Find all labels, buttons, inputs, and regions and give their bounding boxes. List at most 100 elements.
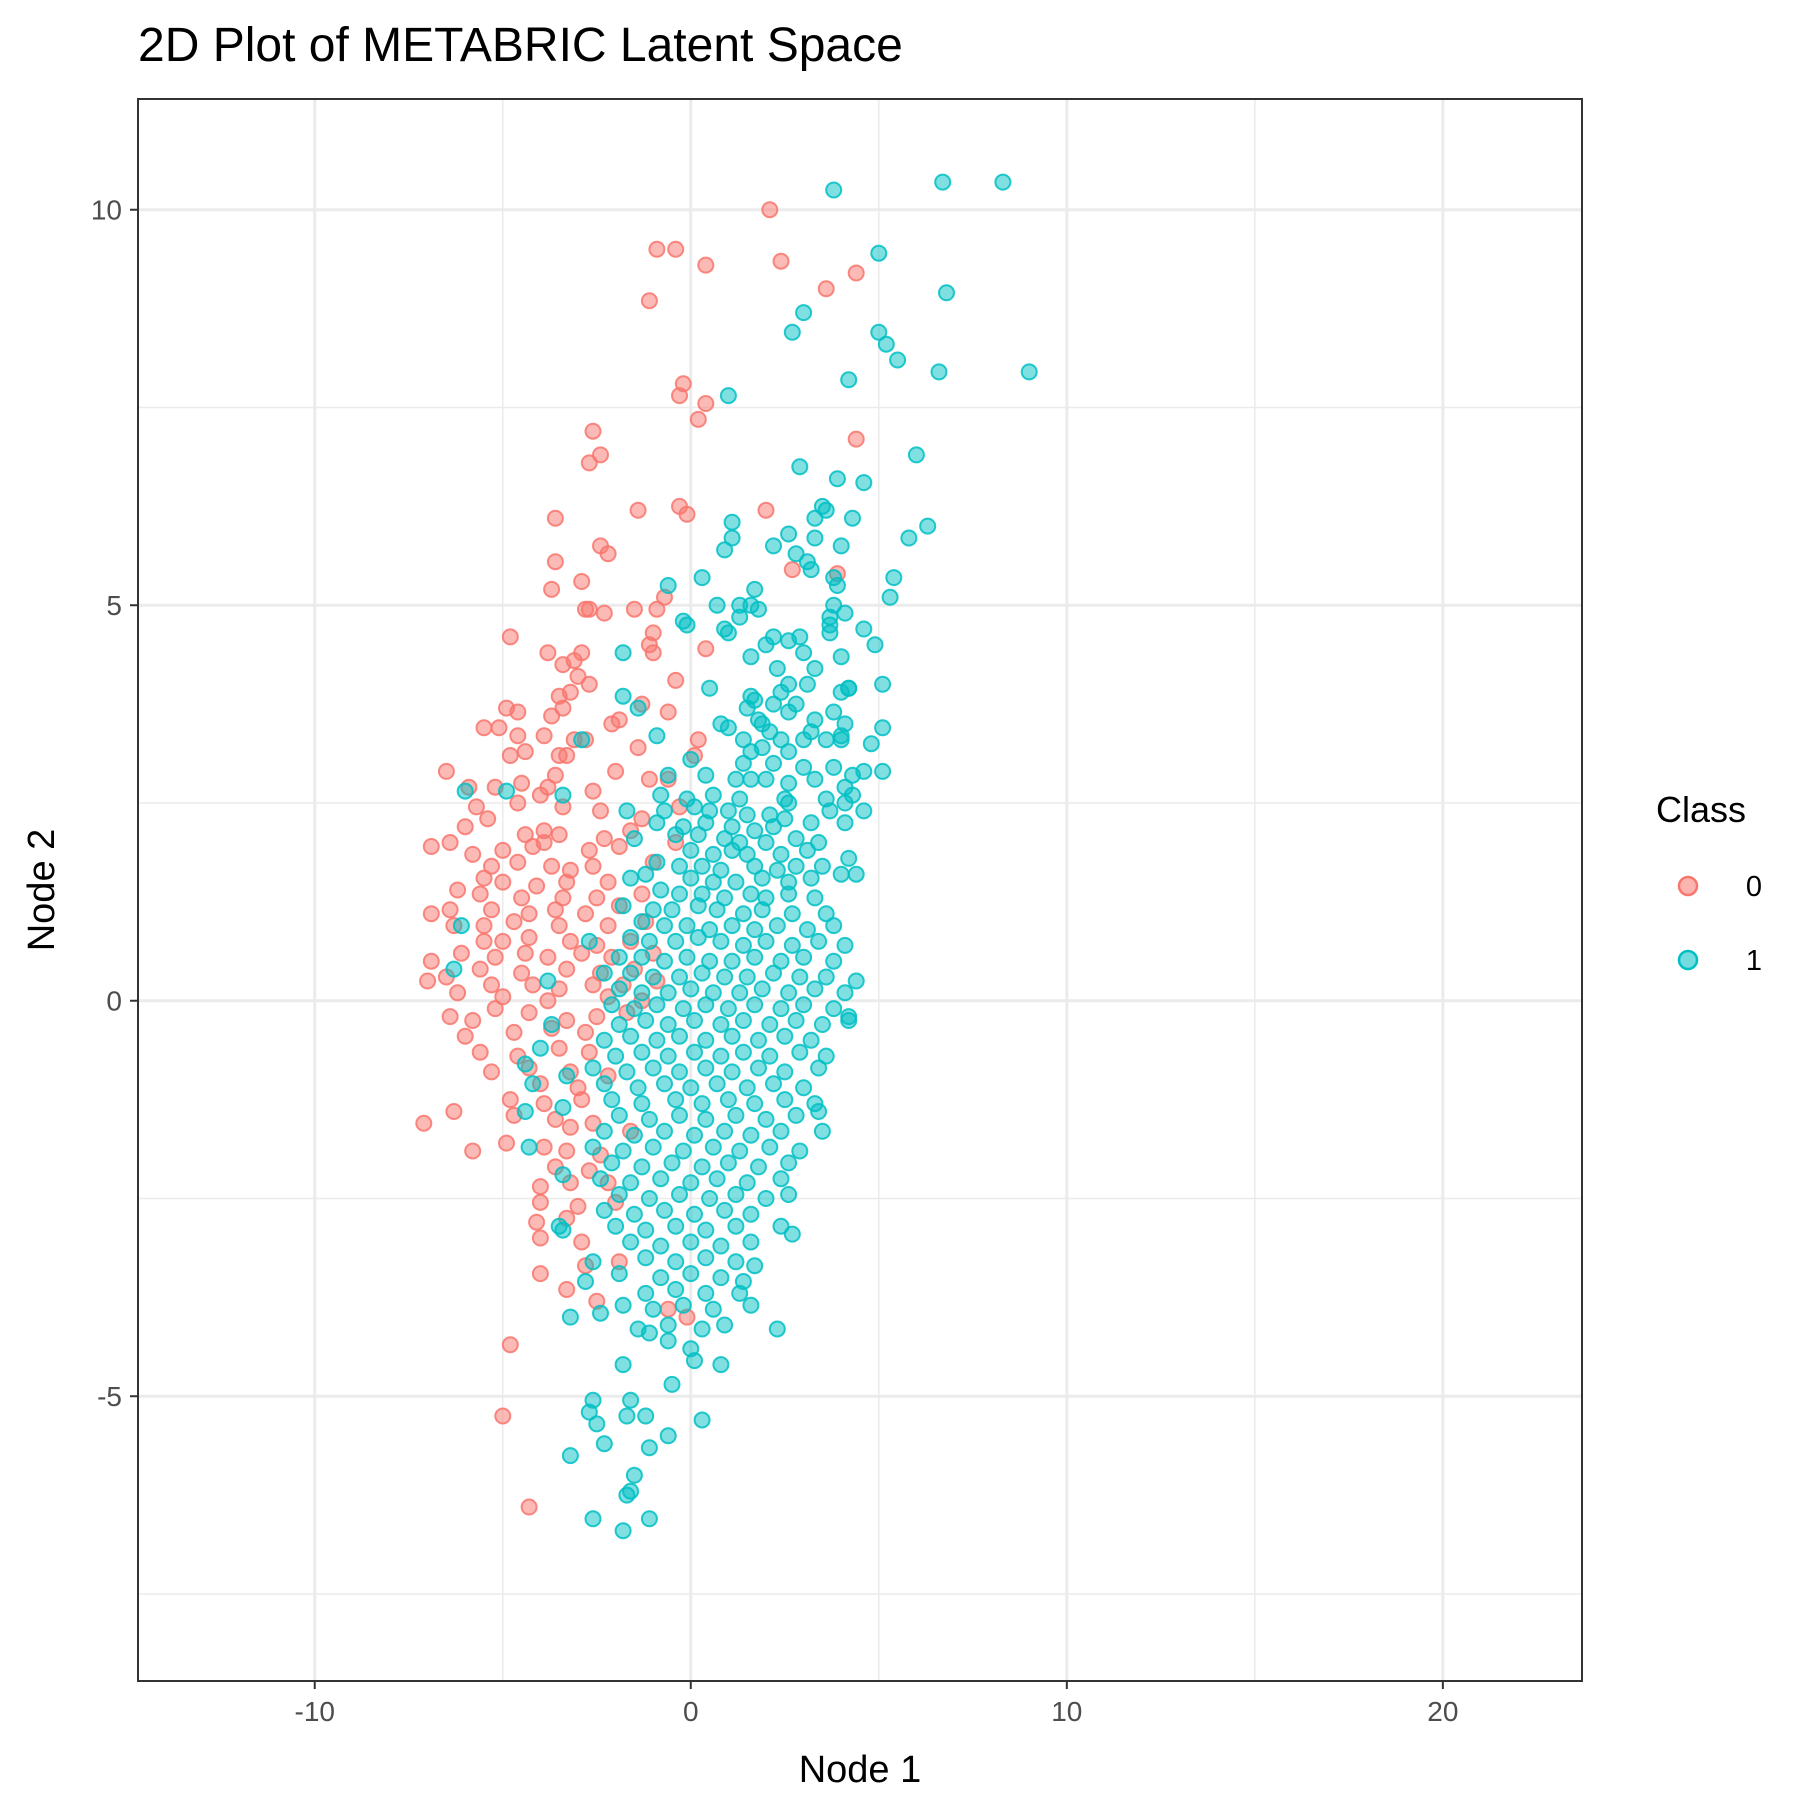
data-point xyxy=(757,770,775,788)
data-point xyxy=(742,1233,760,1251)
data-point xyxy=(753,980,771,998)
data-point xyxy=(550,687,568,705)
legend: Class 0 1 xyxy=(1656,789,1762,977)
data-point xyxy=(479,810,497,828)
data-point xyxy=(640,932,658,950)
data-point xyxy=(780,984,798,1002)
data-point xyxy=(422,905,440,923)
data-point xyxy=(783,905,801,923)
data-point xyxy=(614,687,632,705)
data-point xyxy=(546,553,564,571)
data-point xyxy=(659,1332,677,1350)
data-point xyxy=(719,802,737,820)
data-point xyxy=(689,410,707,428)
data-point xyxy=(795,758,813,776)
data-point xyxy=(938,284,955,302)
data-point xyxy=(772,1122,790,1140)
data-point xyxy=(543,580,561,598)
data-point xyxy=(663,1375,681,1393)
data-point xyxy=(644,901,662,919)
data-point xyxy=(524,1075,542,1093)
data-point xyxy=(441,834,459,851)
data-point xyxy=(689,929,707,946)
data-point xyxy=(885,569,903,587)
data-point xyxy=(535,1095,553,1113)
data-point xyxy=(768,917,786,935)
data-point xyxy=(787,830,805,848)
data-point xyxy=(671,857,688,875)
data-point xyxy=(595,1031,613,1049)
data-point xyxy=(483,857,500,875)
data-point xyxy=(716,1201,734,1219)
data-point xyxy=(629,1079,647,1097)
data-point xyxy=(513,774,531,792)
data-point xyxy=(697,1249,715,1267)
data-point xyxy=(806,980,824,998)
data-point xyxy=(780,703,798,721)
data-point xyxy=(652,1237,670,1255)
data-point xyxy=(633,810,651,828)
data-point xyxy=(693,1158,711,1176)
data-point xyxy=(719,1000,737,1018)
data-point xyxy=(656,802,673,820)
data-point xyxy=(708,901,726,919)
data-point xyxy=(505,913,523,931)
data-point xyxy=(614,897,632,915)
data-point xyxy=(817,905,835,923)
data-point xyxy=(712,1047,730,1065)
data-point xyxy=(697,1059,715,1077)
data-point xyxy=(765,537,782,555)
data-point xyxy=(761,1138,779,1156)
minor-gridlines xyxy=(138,99,1582,1681)
data-point xyxy=(813,1016,831,1033)
data-point xyxy=(494,1407,512,1425)
data-point xyxy=(592,1170,609,1188)
data-point xyxy=(817,1047,835,1065)
legend-label-class-1: 1 xyxy=(1746,945,1762,977)
data-point xyxy=(780,794,798,812)
data-point xyxy=(520,905,538,923)
data-point xyxy=(693,1320,711,1338)
data-point xyxy=(652,881,670,899)
data-point xyxy=(449,984,467,1002)
data-point xyxy=(877,335,895,353)
data-point xyxy=(682,1265,700,1283)
data-point xyxy=(802,814,820,832)
data-point xyxy=(686,1205,703,1223)
data-point xyxy=(701,921,719,939)
data-point xyxy=(637,1012,655,1029)
data-point xyxy=(614,1522,632,1540)
data-point xyxy=(723,952,741,970)
data-point xyxy=(520,1004,538,1022)
data-point xyxy=(516,1103,534,1120)
data-point xyxy=(821,802,839,820)
data-point xyxy=(723,513,741,531)
data-point xyxy=(456,782,474,800)
data-point xyxy=(840,371,858,389)
data-point xyxy=(682,869,700,887)
data-point xyxy=(531,1039,549,1057)
data-point xyxy=(671,387,688,405)
data-point xyxy=(708,1075,726,1093)
data-point xyxy=(618,1063,636,1081)
data-point xyxy=(554,786,572,804)
data-point xyxy=(828,577,846,594)
series-class-1 xyxy=(445,173,1038,1540)
data-point xyxy=(712,1016,730,1033)
data-point xyxy=(855,474,873,492)
data-point xyxy=(693,857,711,875)
data-point xyxy=(693,964,711,982)
data-point xyxy=(686,1126,703,1144)
data-point xyxy=(614,1356,632,1374)
data-point xyxy=(501,628,519,646)
data-point xyxy=(716,889,734,907)
data-point xyxy=(607,1217,625,1235)
data-point xyxy=(731,1142,749,1160)
data-point xyxy=(674,1000,692,1018)
data-point xyxy=(633,885,651,903)
data-point xyxy=(644,968,662,986)
data-point xyxy=(697,395,715,412)
data-point xyxy=(746,1257,764,1275)
data-point xyxy=(667,932,685,950)
